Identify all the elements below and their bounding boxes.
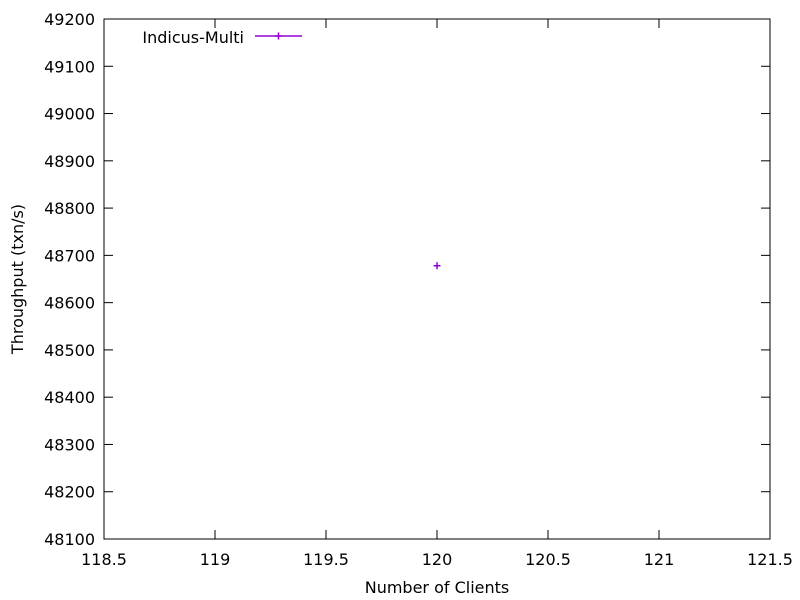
y-tick-label: 48300: [44, 435, 95, 454]
x-tick-label: 119.5: [303, 550, 349, 569]
y-tick-label: 48800: [44, 199, 95, 218]
y-tick-label: 49200: [44, 10, 95, 29]
x-tick-labels: 118.5 119 119.5 120 120.5 121 121.5: [81, 550, 793, 569]
x-tick-label: 120.5: [525, 550, 571, 569]
legend: Indicus-Multi: [142, 28, 302, 47]
legend-label: Indicus-Multi: [142, 28, 244, 47]
plot-frame: [103, 18, 771, 540]
y-axis-title: Throughput (txn/s): [8, 204, 27, 355]
legend-marker: [275, 32, 282, 40]
axis-ticks: [103, 18, 771, 540]
y-tick-label: 48400: [44, 388, 95, 407]
x-tick-label: 119: [200, 550, 231, 569]
x-tick-label: 121.5: [747, 550, 793, 569]
data-point: [433, 262, 441, 270]
x-tick-label: 120: [422, 550, 453, 569]
y-tick-label: 48900: [44, 152, 95, 171]
y-tick-label: 49000: [44, 105, 95, 124]
y-tick-label: 48700: [44, 246, 95, 265]
x-tick-label: 121: [644, 550, 675, 569]
y-tick-label: 48100: [44, 530, 95, 549]
y-tick-label: 48500: [44, 341, 95, 360]
legend-plus-marker: [275, 32, 282, 40]
y-tick-labels: 48100 48200 48300 48400 48500 48600 48700 48800…: [44, 10, 95, 549]
data-points: [433, 262, 441, 270]
x-tick-label: 118.5: [81, 550, 127, 569]
y-tick-label: 48200: [44, 483, 95, 502]
y-tick-label: 49100: [44, 57, 95, 76]
y-tick-label: 48600: [44, 294, 95, 313]
x-axis-title: Number of Clients: [365, 578, 510, 597]
